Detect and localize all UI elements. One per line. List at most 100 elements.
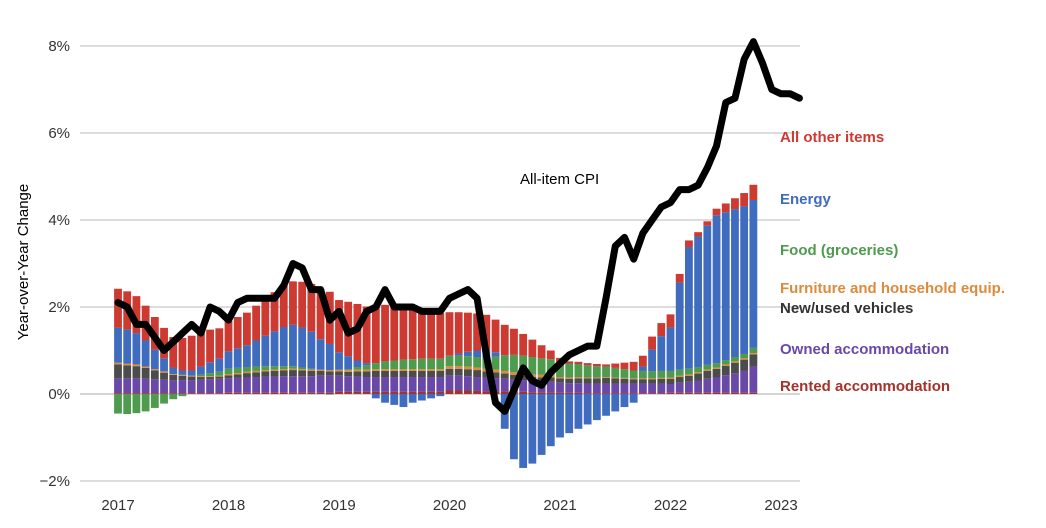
bar-segment-other — [638, 355, 647, 367]
bar-segment-rent — [537, 392, 546, 394]
bar-segment-own — [648, 383, 656, 394]
bar-segment-energy — [427, 394, 435, 399]
bar-segment-own — [583, 383, 592, 394]
bar-segment-energy — [546, 394, 555, 447]
bar-segment-food — [620, 369, 629, 378]
bar-segment-energy — [510, 394, 518, 460]
bar-segment-furn — [252, 370, 261, 373]
bar-segment-own — [454, 375, 463, 391]
bar-segment-other — [602, 364, 610, 367]
bar-segment-own — [114, 378, 122, 394]
series-labels: All other items Energy Food (groceries) Fur… — [780, 129, 1005, 395]
bar-segment-other — [233, 317, 242, 349]
bar-segment-food — [445, 355, 454, 367]
bar-segment-energy — [169, 367, 178, 374]
bar-segment-energy — [740, 206, 749, 354]
bar-segment-veh — [491, 372, 500, 379]
bar-segment-own — [381, 377, 389, 392]
bar-segment-veh — [565, 378, 574, 384]
y-tick-label: 4% — [48, 212, 70, 229]
bar-segment-food — [344, 369, 353, 371]
bar-segment-food — [353, 367, 362, 370]
bar-segment-rent — [307, 392, 316, 394]
bar-segment-other — [445, 312, 454, 356]
bar-segment-food — [611, 367, 620, 378]
bar-segment-own — [592, 383, 601, 394]
series-label-energy: Energy — [780, 191, 832, 208]
bar-segment-furn — [362, 369, 371, 372]
bar-segment-food — [721, 360, 730, 365]
bar-segment-rent — [427, 391, 435, 394]
bar-segment-veh — [436, 370, 445, 378]
bar-segment-rent — [325, 392, 334, 394]
bar-segment-food — [169, 394, 178, 400]
bar-segment-other — [362, 306, 371, 364]
bar-segment-furn — [196, 376, 205, 378]
series-label-other: All other items — [780, 129, 884, 146]
bar-segment-rent — [408, 391, 417, 394]
bar-segment-veh — [243, 373, 251, 378]
bar-segment-food — [279, 366, 288, 370]
bar-segment-furn — [160, 371, 168, 373]
bar-segment-other — [721, 203, 730, 213]
bar-segment-furn — [243, 371, 251, 374]
bar-segment-veh — [712, 368, 721, 378]
x-tick-label: 2023 — [764, 497, 797, 514]
bar-segment-own — [224, 378, 233, 393]
bar-segment-veh — [335, 371, 343, 376]
bar-segment-other — [160, 327, 168, 359]
bar-segment-other — [694, 232, 703, 237]
bar-segment-food — [712, 363, 721, 368]
bar-segment-own — [243, 377, 251, 393]
bar-segment-energy — [638, 366, 647, 371]
bar-segment-veh — [427, 370, 435, 378]
bar-segment-energy — [657, 336, 666, 371]
cpi-annotation: All-item CPI — [520, 171, 599, 188]
bar-segment-veh — [602, 377, 610, 384]
bar-segment-other — [500, 324, 509, 356]
bar-segment-own — [574, 383, 583, 393]
bar-segment-rent — [381, 391, 389, 394]
bar-segment-food — [574, 363, 583, 378]
bar-segment-rent — [169, 393, 178, 394]
bar-segment-rent — [445, 390, 454, 394]
bar-segment-energy — [583, 394, 592, 425]
bar-segment-food — [629, 370, 638, 379]
bar-segment-veh — [482, 371, 491, 378]
bar-segment-rent — [629, 393, 638, 394]
bar-segment-energy — [390, 394, 399, 405]
bar-segment-other — [252, 305, 261, 341]
bar-segment-rent — [528, 392, 537, 394]
bar-segment-furn — [335, 369, 343, 372]
bar-segment-furn — [611, 377, 620, 379]
bar-segment-food — [583, 365, 592, 378]
bar-segment-energy — [316, 339, 325, 370]
bar-segment-own — [399, 377, 408, 392]
bar-segment-other — [657, 323, 666, 337]
bar-segment-other — [749, 184, 758, 200]
bar-segment-energy — [629, 394, 638, 403]
bar-segment-energy — [270, 331, 279, 367]
bar-segment-furn — [206, 376, 214, 378]
bar-segment-furn — [666, 377, 675, 379]
bar-segment-rent — [206, 393, 214, 394]
bar-segment-energy — [243, 345, 251, 368]
bar-segment-rent — [298, 392, 307, 394]
bar-segment-veh — [390, 370, 399, 378]
bar-segment-energy — [675, 282, 684, 370]
bar-segment-energy — [215, 358, 224, 372]
bar-segment-veh — [721, 365, 730, 376]
x-tick-label: 2017 — [101, 497, 134, 514]
bar-segment-own — [638, 383, 647, 394]
bar-segment-rent — [464, 390, 472, 394]
bar-segment-other — [620, 362, 629, 370]
bar-segment-rent — [316, 392, 325, 394]
x-tick-label: 2018 — [212, 497, 245, 514]
bar-segment-other — [648, 336, 656, 350]
bar-segment-energy — [473, 350, 482, 358]
bar-segment-energy — [685, 246, 693, 369]
bar-segment-other — [298, 281, 307, 328]
bar-segment-food — [215, 371, 224, 376]
bar-segment-other — [316, 289, 325, 340]
bar-segment-rent — [123, 393, 132, 394]
